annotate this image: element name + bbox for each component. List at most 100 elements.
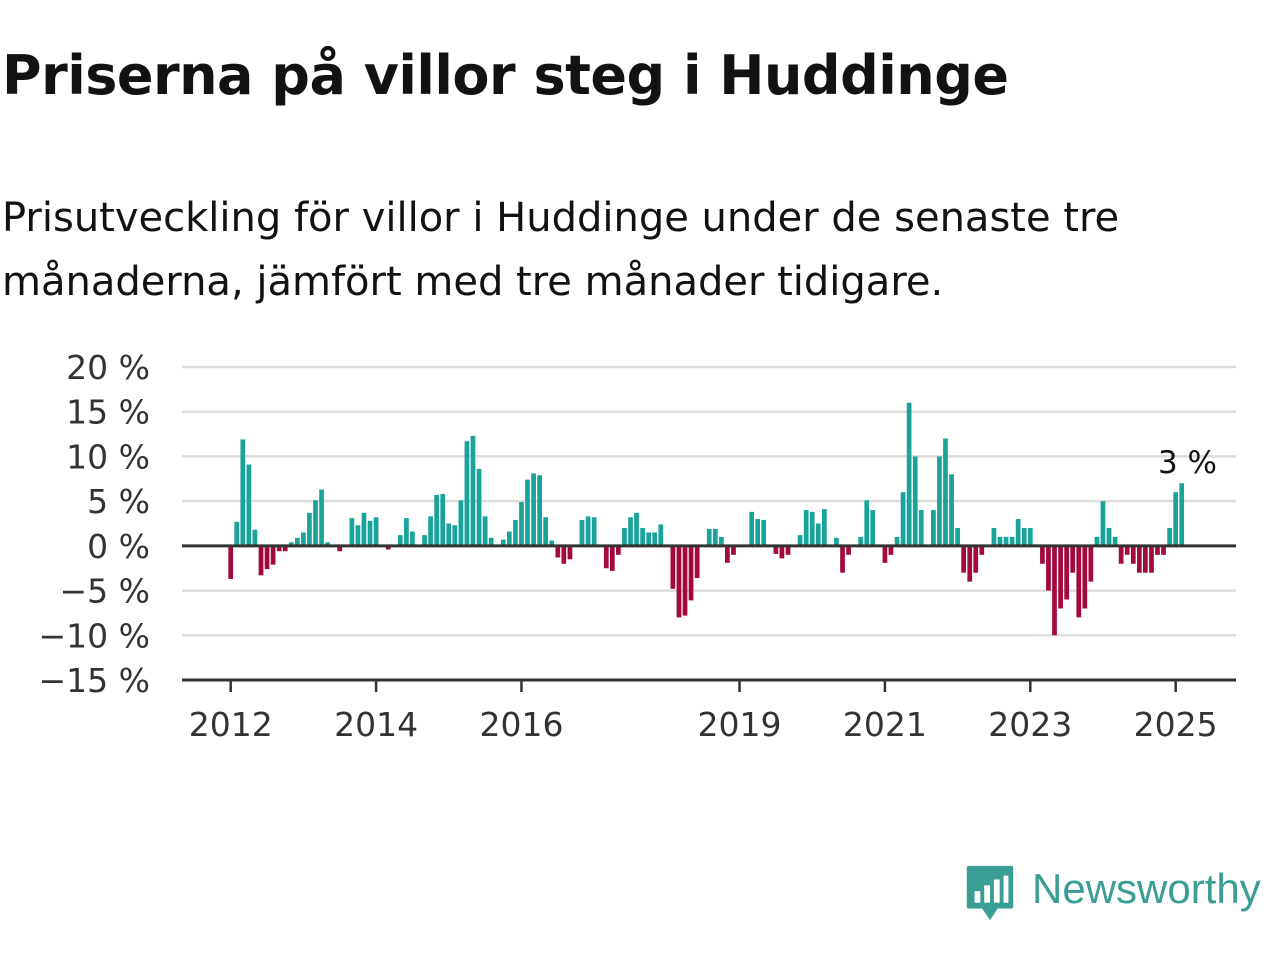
bar xyxy=(264,545,270,570)
bar xyxy=(858,536,864,546)
bar xyxy=(1112,536,1118,546)
bar xyxy=(585,516,591,546)
x-tick-label: 2012 xyxy=(189,705,273,744)
bar xyxy=(301,532,306,546)
bar xyxy=(658,524,664,546)
x-tick-label: 2021 xyxy=(843,705,927,744)
bar xyxy=(1015,519,1021,546)
bar xyxy=(615,545,621,555)
bar xyxy=(488,537,494,546)
bar xyxy=(1161,545,1166,555)
bar xyxy=(761,519,767,546)
bar xyxy=(1052,545,1057,636)
bar xyxy=(1179,483,1185,546)
x-tick-label: 2019 xyxy=(698,705,782,744)
bar xyxy=(428,516,433,546)
bar xyxy=(652,532,658,546)
bar xyxy=(1046,545,1051,591)
bar xyxy=(276,545,282,552)
bar xyxy=(397,535,403,546)
bar xyxy=(749,511,755,546)
bar xyxy=(319,489,324,546)
y-tick-label: 10 % xyxy=(66,437,150,476)
bar xyxy=(640,527,645,546)
chart-subtitle: Prisutveckling för villor i Huddinge und… xyxy=(2,195,1120,305)
chart-title: Priserna på villor steg i Huddinge xyxy=(2,44,1009,107)
bar xyxy=(943,438,948,546)
bar xyxy=(482,516,488,546)
bar xyxy=(718,536,724,546)
bar xyxy=(676,545,682,618)
brand-name: Newsworthy xyxy=(1032,865,1261,912)
bar xyxy=(294,537,300,546)
bar xyxy=(1167,527,1172,546)
bar xyxy=(870,510,876,546)
bar xyxy=(519,502,524,546)
bar xyxy=(270,545,276,565)
bar xyxy=(646,532,652,546)
bar xyxy=(1149,545,1154,573)
bar xyxy=(506,531,512,546)
bar xyxy=(1155,545,1160,555)
bar xyxy=(803,510,809,546)
bar xyxy=(931,510,936,546)
bar xyxy=(973,545,979,573)
bar xyxy=(688,545,694,601)
bar xyxy=(537,475,542,546)
bar xyxy=(634,512,639,546)
bar xyxy=(307,512,312,546)
bar xyxy=(949,474,954,546)
y-tick-label: 0 % xyxy=(87,527,150,566)
bar xyxy=(731,545,736,555)
bar xyxy=(1082,545,1088,609)
bar xyxy=(288,542,294,546)
bar xyxy=(967,545,973,582)
bar xyxy=(888,545,894,555)
bar xyxy=(258,545,264,576)
bar xyxy=(809,511,815,546)
bar xyxy=(404,518,409,546)
bar xyxy=(609,545,615,571)
y-tick-label: −10 % xyxy=(39,616,151,655)
bar xyxy=(821,509,827,546)
bar xyxy=(773,545,779,554)
bar xyxy=(349,518,355,546)
bar xyxy=(531,473,536,546)
bar xyxy=(337,545,343,552)
bar xyxy=(410,531,415,546)
bar xyxy=(682,545,688,616)
bar xyxy=(912,456,918,546)
bar xyxy=(1100,501,1106,546)
bar xyxy=(1027,527,1033,546)
bar xyxy=(525,479,530,546)
bar xyxy=(997,536,1003,546)
bar xyxy=(1124,545,1130,555)
bar xyxy=(1070,545,1076,573)
bar xyxy=(228,545,234,579)
bar xyxy=(725,545,730,563)
bar xyxy=(846,545,851,555)
bar xyxy=(591,517,597,546)
bar xyxy=(458,500,464,546)
bar xyxy=(1040,545,1045,564)
bar xyxy=(1118,545,1124,564)
bar xyxy=(991,527,997,546)
bar xyxy=(1173,492,1179,546)
bar xyxy=(1136,545,1142,573)
bar xyxy=(549,540,555,546)
bar-chart: 20 % 15 % 10 % 5 % 0 % −5 % −10 % −15 % 2012 2014… xyxy=(39,348,1236,744)
bar xyxy=(712,528,718,546)
bar xyxy=(325,542,330,546)
y-tick-label: −5 % xyxy=(60,572,151,611)
bar xyxy=(543,517,549,546)
bar xyxy=(561,545,567,564)
y-tick-label: 15 % xyxy=(66,393,150,432)
bar xyxy=(979,545,985,555)
y-tick-label: 5 % xyxy=(87,482,150,521)
bar xyxy=(513,519,518,546)
bar xyxy=(603,545,609,569)
bar xyxy=(1064,545,1069,600)
bar xyxy=(361,512,367,546)
bar xyxy=(840,545,845,573)
bar xyxy=(779,545,785,559)
